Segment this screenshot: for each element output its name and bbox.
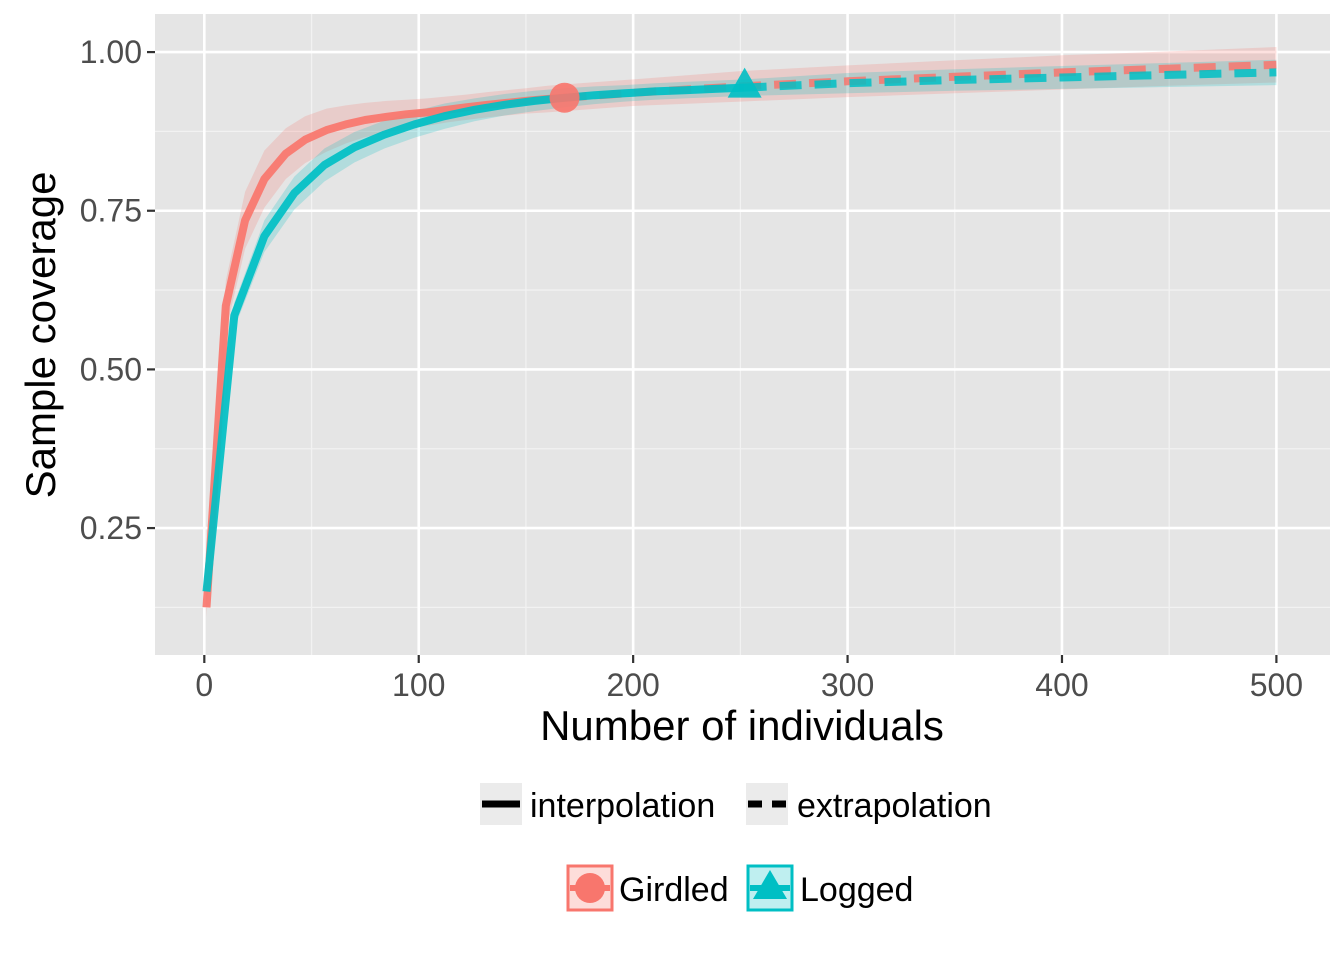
major-gridlines <box>155 14 1330 655</box>
axes: 0 100 200 300 400 500 0.25 0.50 0.75 1.00 <box>80 34 1303 703</box>
reference-markers <box>549 67 762 113</box>
legend-label-logged: Logged <box>800 871 913 909</box>
y-tick-label: 1.00 <box>80 34 142 70</box>
logged-interpolation-line <box>202 83 745 592</box>
x-axis-title: Number of individuals <box>540 702 944 749</box>
legend-label-extrapolation: extrapolation <box>797 787 992 825</box>
x-tick-label: 100 <box>392 667 445 703</box>
series-lines <box>202 60 1277 608</box>
legend-key-girdled-marker <box>575 873 605 903</box>
y-tick-label: 0.50 <box>80 351 142 387</box>
logged-reference-point <box>727 67 762 98</box>
x-tick-label: 400 <box>1035 667 1088 703</box>
legend-label-interpolation: interpolation <box>530 787 715 825</box>
linetype-legend: interpolation extrapolation <box>480 783 992 825</box>
y-tick-label: 0.25 <box>80 510 142 546</box>
legend-key-logged-marker <box>753 870 787 899</box>
minor-gridlines <box>155 14 1330 655</box>
girdled-reference-point <box>549 82 580 113</box>
x-tick-label: 0 <box>195 667 213 703</box>
x-tick-label: 200 <box>606 667 659 703</box>
y-tick-label: 0.75 <box>80 193 142 229</box>
y-axis-title: Sample coverage <box>17 172 64 499</box>
group-legend: Girdled Logged <box>566 864 913 912</box>
logged-extrapolation-line <box>744 68 1277 92</box>
x-tick-label: 500 <box>1250 667 1303 703</box>
x-tick-label: 300 <box>821 667 874 703</box>
legend-label-girdled: Girdled <box>619 871 729 909</box>
